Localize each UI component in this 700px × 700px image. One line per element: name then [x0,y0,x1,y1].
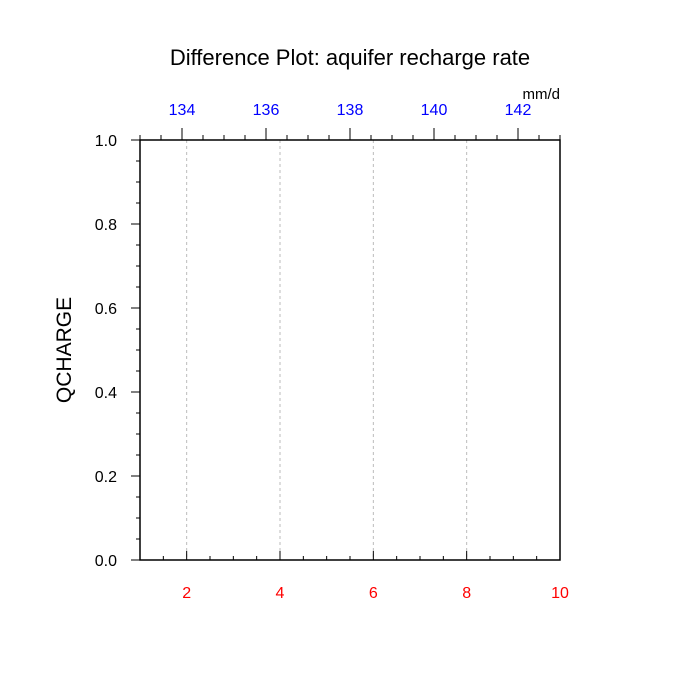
y-axis-label: QCHARGE [53,297,76,403]
tick-labels: 2 4 6 8 10 134 136 138 140 142 0.0 0.2 0.4 0.6 0.8 1.0 [95,102,569,602]
top-tick-label: 134 [169,102,196,119]
plot-frame [139,139,561,561]
y-tick-label: 0.6 [95,301,117,318]
y-tick-label: 0.4 [95,385,117,402]
top-tick-label: 140 [421,102,448,119]
bottom-tick-label: 4 [276,585,285,602]
top-tick-label: 142 [505,102,532,119]
bottom-tick-label: 6 [369,585,378,602]
tick-marks [131,128,561,561]
top-tick-label: 138 [337,102,364,119]
grid-lines [186,140,468,560]
y-tick-label: 1.0 [95,133,117,150]
y-tick-label: 0.2 [95,469,117,486]
y-tick-label: 0.8 [95,217,117,234]
top-tick-label: 136 [253,102,280,119]
chart-title: Difference Plot: aquifer recharge rate [170,45,530,70]
bottom-tick-label: 8 [462,585,471,602]
bottom-tick-label: 10 [551,585,569,602]
top-axis-units: mm/d [523,86,561,103]
y-tick-label: 0.0 [95,553,117,570]
bottom-tick-label: 2 [182,585,191,602]
